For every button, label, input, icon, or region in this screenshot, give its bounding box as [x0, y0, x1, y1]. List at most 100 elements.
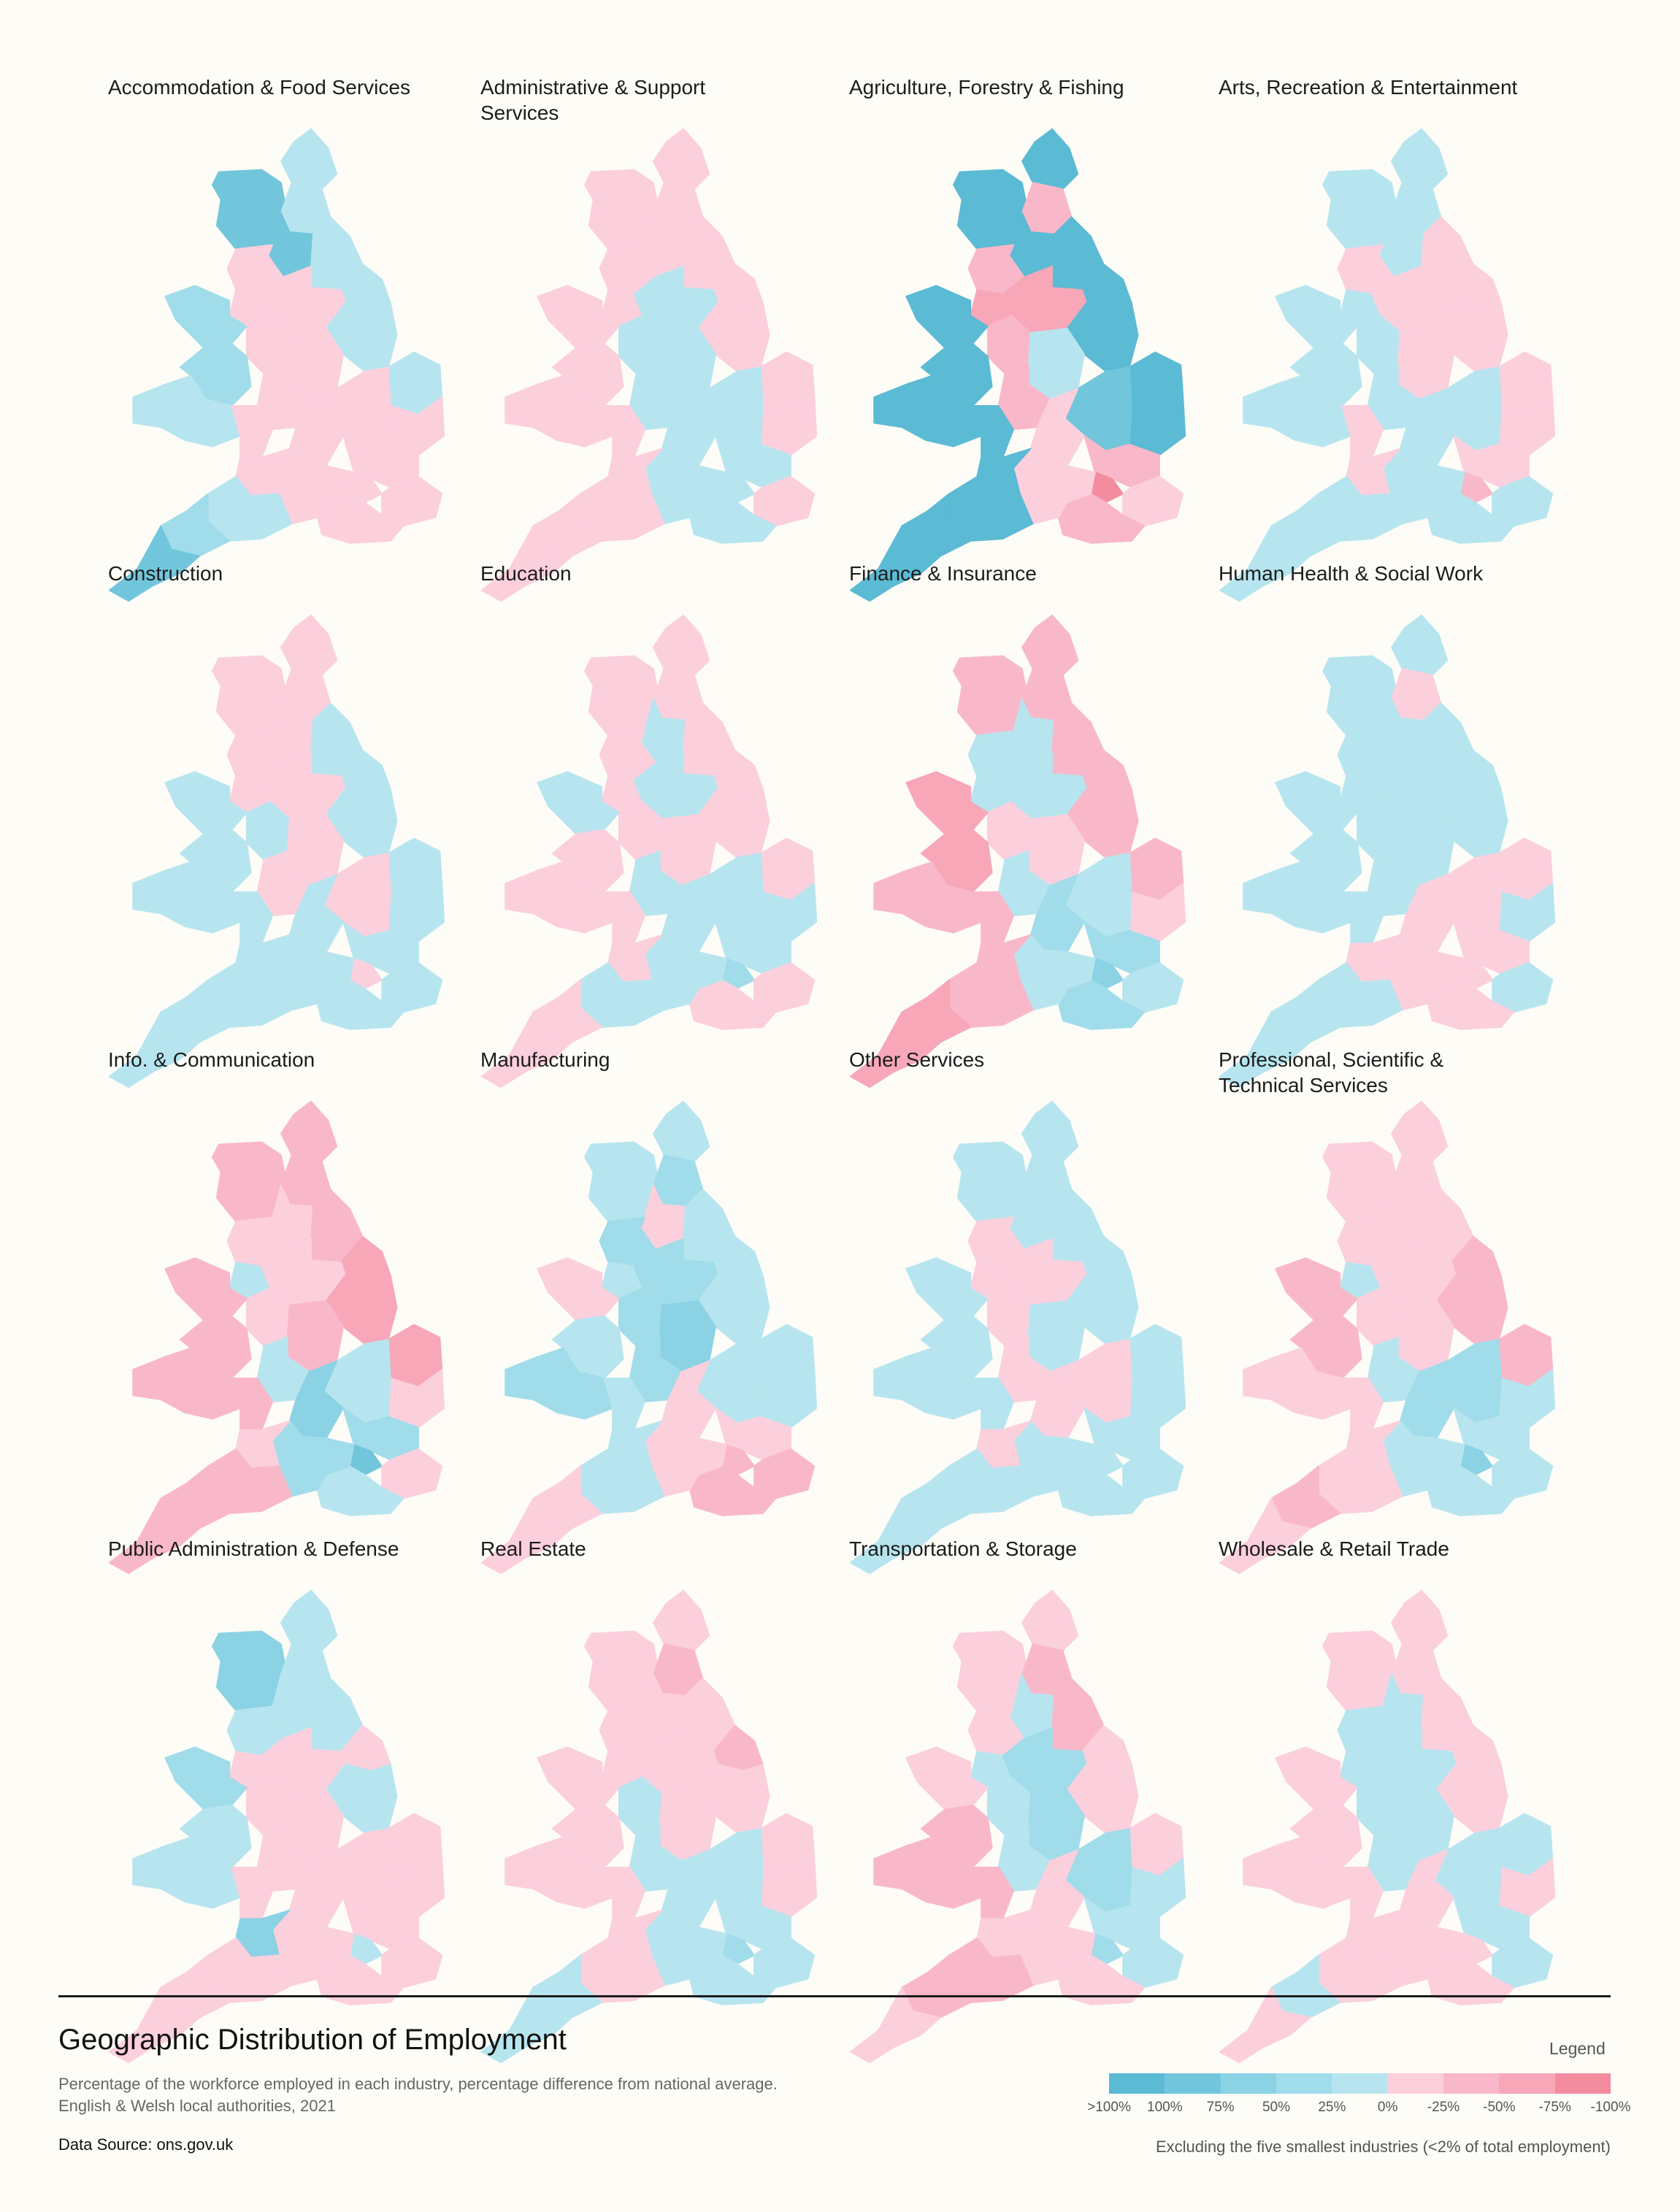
- region-shape: [480, 1011, 573, 1088]
- region-shape: [1057, 979, 1146, 1030]
- map-panel: Other Services: [849, 1047, 1221, 1575]
- map-panel: Administrative & Support Services: [480, 74, 853, 602]
- choropleth-map: [480, 614, 818, 1088]
- map-panel: Manufacturing: [480, 1047, 853, 1575]
- page-title: Geographic Distribution of Employment: [58, 2024, 567, 2056]
- region-shape: [1391, 1100, 1449, 1162]
- legend-swatch: [1165, 2073, 1221, 2094]
- region-shape: [1275, 1257, 1358, 1321]
- panel-title: Administrative & Support Services: [480, 76, 706, 124]
- region-shape: [689, 493, 777, 544]
- subtitle-line-2: English & Welsh local authorities, 2021: [58, 2097, 336, 2115]
- region-shape: [1021, 1589, 1079, 1651]
- region-shape: [1021, 128, 1079, 190]
- region-shape: [316, 493, 404, 544]
- region-shape: [164, 285, 248, 349]
- map-panel: Info. & Communication: [108, 1047, 480, 1575]
- map-panel: Real Estate: [480, 1536, 853, 2064]
- region-shape: [1391, 128, 1449, 190]
- region-shape: [316, 979, 404, 1030]
- region-shape: [1391, 1589, 1449, 1651]
- legend-swatch: [1387, 2073, 1443, 2094]
- map-panel: Professional, Scientific & Technical Ser…: [1219, 1047, 1591, 1575]
- region-shape: [689, 1954, 777, 2005]
- legend-swatch: [1554, 2073, 1611, 2094]
- choropleth-map: [480, 128, 818, 602]
- subtitle-line-1: Percentage of the workforce employed in …: [58, 2075, 778, 2093]
- panel-title: Manufacturing: [480, 1048, 610, 1071]
- legend-swatch: [1332, 2073, 1388, 2094]
- legend-tick-label: -100%: [1590, 2100, 1631, 2115]
- panel-title: Professional, Scientific & Technical Ser…: [1219, 1048, 1444, 1097]
- legend-swatch: [1220, 2073, 1276, 2094]
- region-shape: [905, 285, 989, 349]
- region-shape: [1275, 1746, 1358, 1810]
- region-shape: [1219, 1986, 1311, 2064]
- region-shape: [1021, 614, 1079, 676]
- region-shape: [849, 1986, 942, 2064]
- map-panel: Public Administration & Defense: [108, 1536, 480, 2064]
- legend-tick-label: -75%: [1538, 2100, 1571, 2115]
- subtitle: Percentage of the workforce employed in …: [58, 2073, 1008, 2117]
- map-panel: Arts, Recreation & Entertainment: [1219, 74, 1591, 602]
- choropleth-map: [108, 1589, 445, 2064]
- panel-title: Public Administration & Defense: [108, 1537, 399, 1560]
- choropleth-map: [108, 128, 445, 602]
- panel-title: Other Services: [849, 1048, 985, 1071]
- panel-title: Accommodation & Food Services: [108, 76, 410, 99]
- legend-swatch: [1276, 2073, 1332, 2094]
- choropleth-map: [108, 1100, 445, 1575]
- panel-title: Transportation & Storage: [849, 1537, 1077, 1560]
- region-shape: [164, 1257, 248, 1321]
- legend-tick-label: 100%: [1147, 2100, 1183, 2115]
- choropleth-map: [480, 1100, 818, 1575]
- choropleth-map: [1219, 1100, 1556, 1575]
- region-shape: [653, 128, 710, 190]
- region-shape: [1427, 1954, 1515, 2005]
- legend-tick-label: 50%: [1262, 2100, 1291, 2115]
- region-shape: [108, 1011, 201, 1088]
- region-shape: [480, 1497, 573, 1575]
- legend-tick-label: -50%: [1483, 2100, 1516, 2115]
- region-shape: [1275, 771, 1358, 835]
- region-shape: [480, 1986, 573, 2064]
- region-shape: [316, 1465, 404, 1516]
- choropleth-map: [108, 614, 445, 1088]
- region-shape: [537, 771, 620, 835]
- panel-title: Wholesale & Retail Trade: [1219, 1537, 1449, 1560]
- map-panel: Human Health & Social Work: [1219, 561, 1591, 1088]
- region-shape: [653, 614, 710, 676]
- choropleth-map: [1219, 614, 1556, 1088]
- choropleth-map: [1219, 128, 1556, 602]
- panel-title: Agriculture, Forestry & Fishing: [849, 76, 1124, 99]
- panel-title: Finance & Insurance: [849, 562, 1037, 585]
- region-shape: [1021, 1100, 1079, 1162]
- region-shape: [108, 1497, 201, 1575]
- legend-tick-label: 75%: [1206, 2100, 1235, 2115]
- legend-tick-label: >100%: [1087, 2100, 1131, 2115]
- legend-tick-label: -25%: [1427, 2100, 1460, 2115]
- divider-rule: [58, 1995, 1611, 1997]
- region-shape: [316, 1954, 404, 2005]
- region-shape: [280, 128, 338, 190]
- panel-title: Education: [480, 562, 572, 585]
- data-source: Data Source: ons.gov.uk: [58, 2135, 234, 2154]
- legend-color-bar: [1109, 2073, 1611, 2094]
- region-shape: [905, 1746, 989, 1810]
- region-shape: [1427, 979, 1515, 1030]
- region-shape: [108, 1986, 201, 2064]
- region-shape: [1275, 285, 1358, 349]
- map-panel: Transportation & Storage: [849, 1536, 1221, 2064]
- panel-title: Arts, Recreation & Entertainment: [1219, 76, 1518, 99]
- region-shape: [164, 771, 248, 835]
- legend-ticks: >100% 100% 75% 50% 25% 0% -25% -50% -75% -100%: [1087, 2100, 1630, 2120]
- choropleth-map: [849, 1589, 1186, 2064]
- panel-title: Real Estate: [480, 1537, 586, 1560]
- legend-title: Legend: [1549, 2039, 1606, 2058]
- region-shape: [849, 1011, 942, 1088]
- panel-title: Construction: [108, 562, 223, 585]
- region-shape: [537, 1257, 620, 1321]
- region-shape: [1057, 493, 1146, 544]
- legend-tick-label: 25%: [1318, 2100, 1346, 2115]
- map-panel: Wholesale & Retail Trade: [1219, 1536, 1591, 2064]
